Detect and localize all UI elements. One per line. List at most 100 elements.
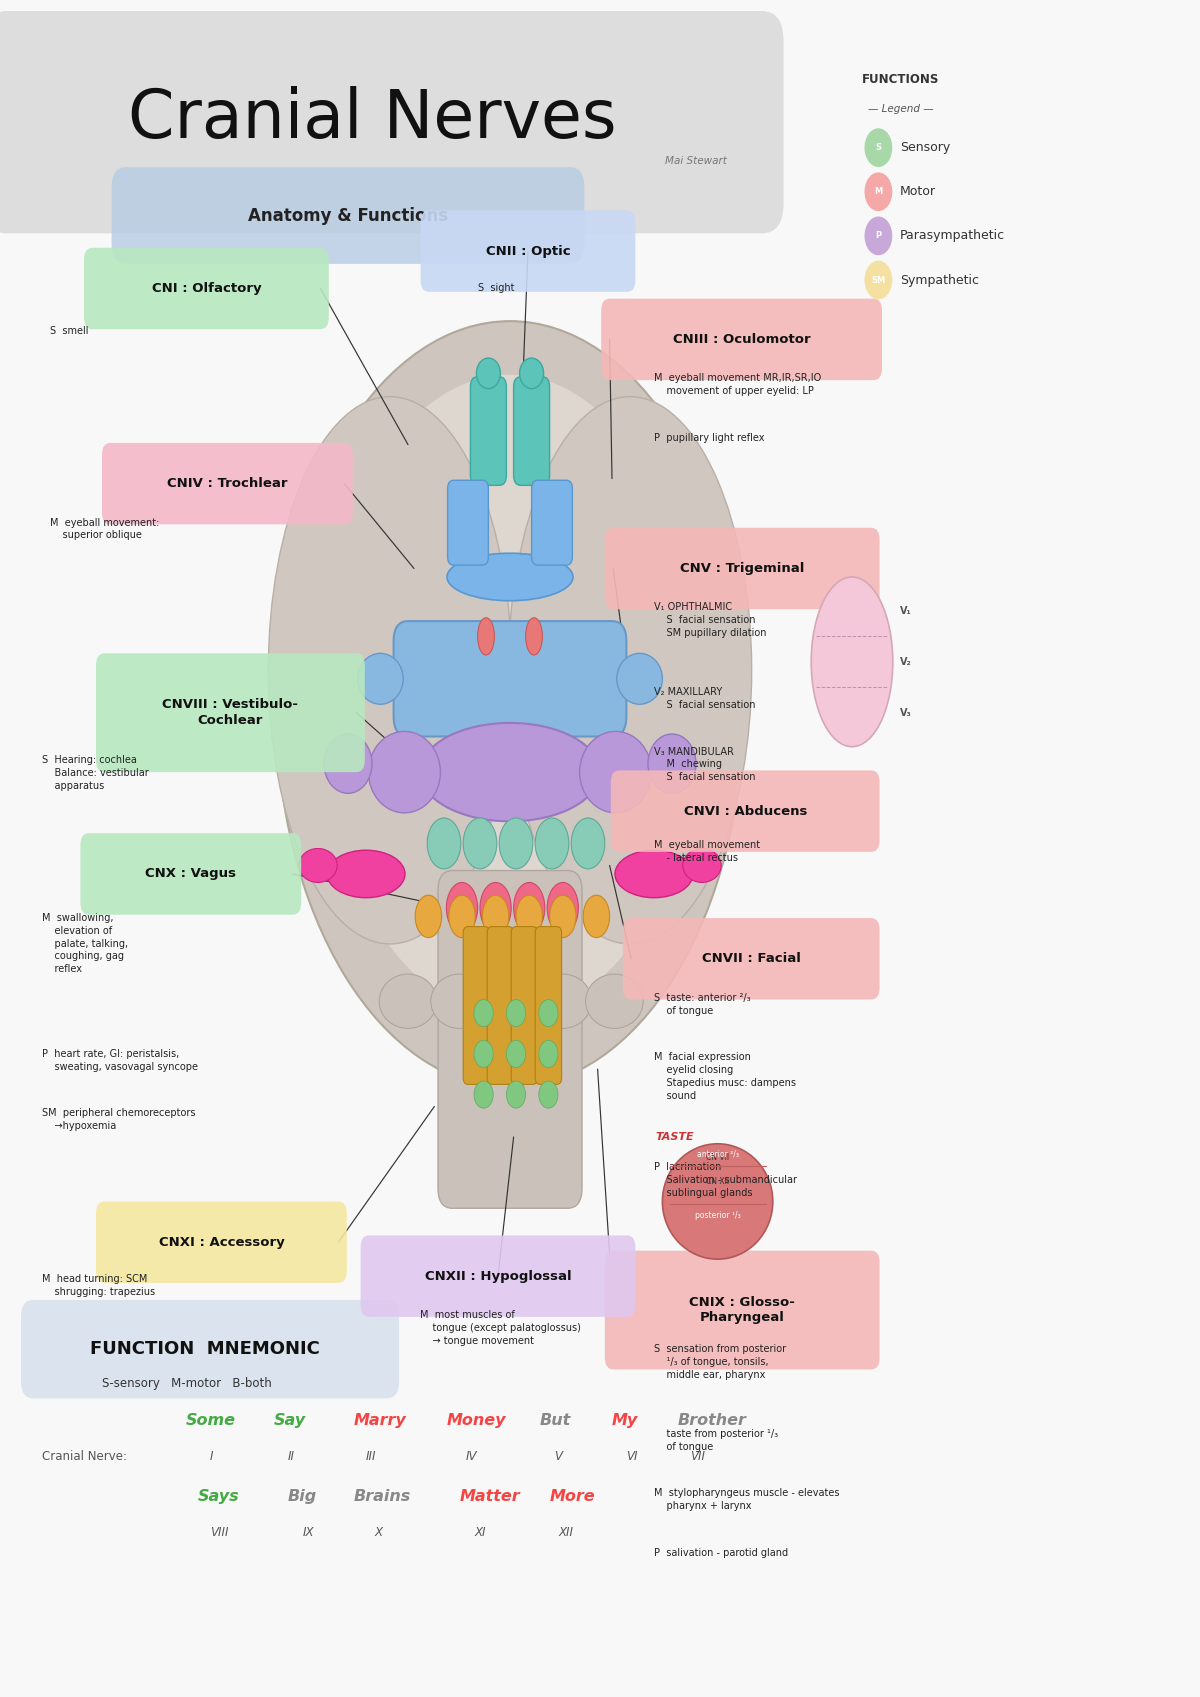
Text: CNI : Olfactory: CNI : Olfactory: [151, 282, 262, 295]
Ellipse shape: [506, 1081, 526, 1108]
Text: My: My: [612, 1414, 638, 1427]
Text: Some: Some: [186, 1414, 236, 1427]
Text: S: S: [876, 143, 881, 153]
FancyBboxPatch shape: [448, 480, 488, 565]
Text: XI: XI: [474, 1526, 486, 1539]
Ellipse shape: [449, 896, 475, 937]
FancyBboxPatch shape: [20, 1300, 398, 1398]
Ellipse shape: [583, 896, 610, 937]
FancyBboxPatch shape: [96, 1201, 347, 1283]
Ellipse shape: [368, 731, 440, 813]
Ellipse shape: [550, 896, 576, 937]
Ellipse shape: [463, 818, 497, 869]
Text: Marry: Marry: [354, 1414, 407, 1427]
Text: CNIV : Trochlear: CNIV : Trochlear: [167, 477, 288, 490]
Ellipse shape: [276, 321, 744, 1088]
Text: Sensory: Sensory: [900, 141, 950, 154]
Ellipse shape: [811, 577, 893, 747]
Ellipse shape: [478, 618, 494, 655]
Ellipse shape: [480, 882, 511, 933]
FancyBboxPatch shape: [514, 377, 550, 485]
Text: S  Hearing: cochlea
    Balance: vestibular
    apparatus: S Hearing: cochlea Balance: vestibular a…: [42, 755, 149, 791]
Ellipse shape: [476, 358, 500, 389]
Text: M  eyeball movement
    - lateral rectus: M eyeball movement - lateral rectus: [654, 840, 760, 862]
Text: S  sight: S sight: [478, 283, 514, 294]
FancyBboxPatch shape: [511, 927, 538, 1084]
Text: Big: Big: [288, 1490, 317, 1504]
FancyBboxPatch shape: [80, 833, 301, 915]
Text: CNVI : Abducens: CNVI : Abducens: [684, 804, 806, 818]
Text: S  taste: anterior ²/₃
    of tongue: S taste: anterior ²/₃ of tongue: [654, 993, 751, 1015]
Text: CNVIII : Vestibulo-
Cochlear: CNVIII : Vestibulo- Cochlear: [162, 699, 299, 726]
Text: P  salivation - parotid gland: P salivation - parotid gland: [654, 1548, 788, 1558]
Text: CNIII : Oculomotor: CNIII : Oculomotor: [673, 333, 810, 346]
Text: XII: XII: [558, 1526, 574, 1539]
FancyBboxPatch shape: [438, 871, 582, 1208]
Text: V₂ MAXILLARY
    S  facial sensation: V₂ MAXILLARY S facial sensation: [654, 687, 756, 709]
Ellipse shape: [520, 358, 544, 389]
Text: Says: Says: [198, 1490, 240, 1504]
Text: Motor: Motor: [900, 185, 936, 199]
Ellipse shape: [514, 882, 545, 933]
Ellipse shape: [534, 974, 592, 1028]
Text: V₂: V₂: [900, 657, 912, 667]
FancyBboxPatch shape: [611, 770, 880, 852]
Ellipse shape: [509, 397, 751, 944]
Text: SM  peripheral chemoreceptors
    →hypoxemia: SM peripheral chemoreceptors →hypoxemia: [42, 1108, 196, 1130]
Text: VI: VI: [626, 1449, 638, 1463]
Text: Mai Stewart: Mai Stewart: [665, 156, 727, 166]
Ellipse shape: [324, 735, 372, 794]
Text: Brother: Brother: [678, 1414, 746, 1427]
Text: V₃ MANDIBULAR
    M  chewing
    S  facial sensation: V₃ MANDIBULAR M chewing S facial sensati…: [654, 747, 756, 782]
Ellipse shape: [499, 818, 533, 869]
Text: V₁ OPHTHALMIC
    S  facial sensation
    SM pupillary dilation: V₁ OPHTHALMIC S facial sensation SM pupi…: [654, 602, 767, 638]
FancyBboxPatch shape: [470, 377, 506, 485]
Ellipse shape: [379, 974, 437, 1028]
Text: S-sensory   M-motor   B-both: S-sensory M-motor B-both: [102, 1376, 271, 1390]
Ellipse shape: [506, 1040, 526, 1067]
Ellipse shape: [420, 723, 600, 821]
Ellipse shape: [446, 882, 478, 933]
Ellipse shape: [318, 375, 702, 1017]
Ellipse shape: [535, 818, 569, 869]
Circle shape: [865, 217, 892, 255]
Ellipse shape: [358, 653, 403, 704]
Text: P: P: [875, 231, 882, 241]
Text: P  heart rate, GI: peristalsis,
    sweating, vasovagal syncope: P heart rate, GI: peristalsis, sweating,…: [42, 1049, 198, 1071]
Text: Anatomy & Functions: Anatomy & Functions: [248, 207, 448, 224]
Text: Matter: Matter: [460, 1490, 521, 1504]
Text: anterior ²/₃: anterior ²/₃: [696, 1149, 739, 1159]
FancyBboxPatch shape: [535, 927, 562, 1084]
Text: CNXII : Hypoglossal: CNXII : Hypoglossal: [425, 1269, 571, 1283]
Circle shape: [865, 261, 892, 299]
Ellipse shape: [539, 1081, 558, 1108]
Text: M  eyeball movement:
    superior oblique: M eyeball movement: superior oblique: [50, 518, 160, 540]
Ellipse shape: [431, 974, 488, 1028]
FancyBboxPatch shape: [420, 210, 636, 292]
FancyBboxPatch shape: [605, 528, 880, 609]
FancyBboxPatch shape: [102, 443, 353, 524]
Ellipse shape: [506, 1000, 526, 1027]
Text: M: M: [875, 187, 882, 197]
Text: IX: IX: [302, 1526, 314, 1539]
Text: IV: IV: [466, 1449, 478, 1463]
Ellipse shape: [474, 1081, 493, 1108]
Text: More: More: [550, 1490, 595, 1504]
Text: P  pupillary light reflex: P pupillary light reflex: [654, 433, 764, 443]
Text: CN XII: CN XII: [706, 1176, 728, 1186]
Text: CNVII : Facial: CNVII : Facial: [702, 952, 800, 966]
Text: V₁: V₁: [900, 606, 912, 616]
Text: M  eyeball movement MR,IR,SR,IO
    movement of upper eyelid: LP: M eyeball movement MR,IR,SR,IO movement …: [654, 373, 821, 395]
Text: M  most muscles of
    tongue (except palatoglossus)
    → tongue movement: M most muscles of tongue (except palatog…: [420, 1310, 581, 1346]
Text: Parasympathetic: Parasympathetic: [900, 229, 1006, 243]
Ellipse shape: [648, 735, 696, 794]
Text: posterior ¹/₃: posterior ¹/₃: [695, 1210, 740, 1220]
Circle shape: [865, 129, 892, 166]
Text: M  head turning: SCM
    shrugging: trapezius: M head turning: SCM shrugging: trapezius: [42, 1274, 155, 1297]
Text: Say: Say: [274, 1414, 306, 1427]
Text: TASTE: TASTE: [655, 1132, 694, 1142]
Text: Sympathetic: Sympathetic: [900, 273, 979, 287]
Ellipse shape: [539, 1000, 558, 1027]
FancyBboxPatch shape: [532, 480, 572, 565]
Text: X: X: [374, 1526, 383, 1539]
